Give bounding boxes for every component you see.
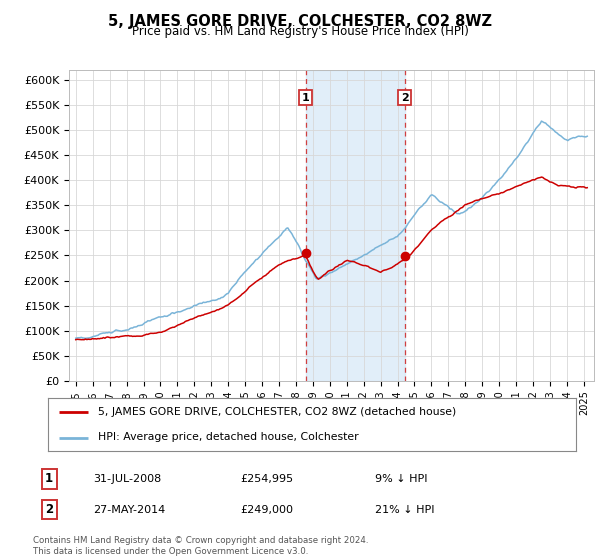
Text: 2: 2 — [45, 503, 53, 516]
Text: £254,995: £254,995 — [240, 474, 293, 484]
Text: 9% ↓ HPI: 9% ↓ HPI — [375, 474, 427, 484]
Text: 31-JUL-2008: 31-JUL-2008 — [93, 474, 161, 484]
Text: 1: 1 — [45, 472, 53, 486]
Text: £249,000: £249,000 — [240, 505, 293, 515]
Text: Price paid vs. HM Land Registry's House Price Index (HPI): Price paid vs. HM Land Registry's House … — [131, 25, 469, 38]
Bar — [306, 70, 404, 381]
Text: 1: 1 — [302, 92, 310, 102]
Text: 27-MAY-2014: 27-MAY-2014 — [93, 505, 165, 515]
Text: HPI: Average price, detached house, Colchester: HPI: Average price, detached house, Colc… — [98, 432, 359, 442]
Text: 5, JAMES GORE DRIVE, COLCHESTER, CO2 8WZ (detached house): 5, JAMES GORE DRIVE, COLCHESTER, CO2 8WZ… — [98, 408, 457, 418]
Text: 2: 2 — [401, 92, 409, 102]
Text: 5, JAMES GORE DRIVE, COLCHESTER, CO2 8WZ: 5, JAMES GORE DRIVE, COLCHESTER, CO2 8WZ — [108, 14, 492, 29]
Text: Contains HM Land Registry data © Crown copyright and database right 2024.
This d: Contains HM Land Registry data © Crown c… — [33, 536, 368, 556]
Text: 21% ↓ HPI: 21% ↓ HPI — [375, 505, 434, 515]
